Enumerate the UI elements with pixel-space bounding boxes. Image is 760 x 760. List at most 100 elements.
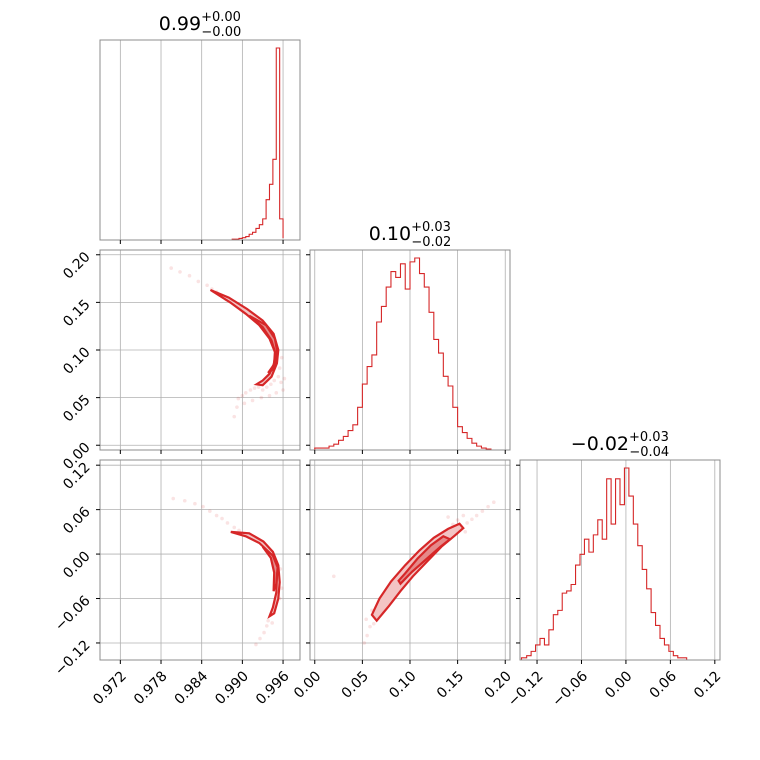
sample-point xyxy=(266,618,270,623)
sample-point xyxy=(276,374,281,379)
sample-point xyxy=(474,513,479,518)
sample-point xyxy=(463,530,468,534)
sample-point xyxy=(236,396,241,401)
title-value: 0.99 xyxy=(159,13,201,35)
title-value: −0.02 xyxy=(571,433,629,455)
histogram-param-3 xyxy=(520,467,718,661)
y-tick-label: 0.00 xyxy=(60,548,93,581)
sample-point xyxy=(201,504,205,509)
sample-point xyxy=(225,521,230,525)
title-lower-error: −0.04 xyxy=(629,445,669,460)
x-tick-label: −0.12 xyxy=(505,668,547,710)
sample-point xyxy=(465,521,469,525)
sample-point xyxy=(240,393,245,398)
param-title-1: 0.99+0.00 −0.00 xyxy=(159,10,242,40)
sample-point xyxy=(365,633,369,638)
x-tick-label: 0.10 xyxy=(386,668,419,701)
param-title-2: 0.10+0.03 −0.02 xyxy=(369,220,452,250)
axes-frame xyxy=(99,459,301,661)
x-tick-label: 0.984 xyxy=(172,668,212,708)
contour-outer xyxy=(230,530,281,620)
title-upper-error: +0.00 xyxy=(201,10,241,25)
sample-point xyxy=(260,388,265,392)
x-tick-label: 0.978 xyxy=(131,668,171,708)
y-tick-label: −0.06 xyxy=(52,593,94,635)
sample-point xyxy=(272,378,277,383)
sample-point xyxy=(264,385,269,389)
x-tick-label: 0.05 xyxy=(339,668,372,701)
contour-inner xyxy=(261,545,279,592)
y-tick-label: 0.05 xyxy=(60,392,93,425)
sample-point xyxy=(182,498,187,503)
frame-layer xyxy=(96,39,721,664)
sample-point xyxy=(208,509,212,513)
axes-frame xyxy=(519,459,721,661)
sample-point xyxy=(332,574,336,579)
sample-point xyxy=(368,624,372,629)
y-tick-label: 0.20 xyxy=(60,249,93,282)
data-layer xyxy=(106,47,718,661)
y-tick-label: 0.15 xyxy=(60,297,93,330)
sample-point xyxy=(480,509,485,513)
contour-inner xyxy=(397,535,453,586)
sample-point xyxy=(258,636,262,641)
sample-point xyxy=(282,376,287,381)
sample-point xyxy=(279,380,283,385)
sample-point xyxy=(237,528,241,533)
sample-point xyxy=(270,621,275,625)
x-tick-label: 0.00 xyxy=(291,668,324,701)
sample-point xyxy=(281,388,285,392)
sample-point xyxy=(250,398,255,403)
x-tick-label: 0.12 xyxy=(691,668,724,701)
x-tick-label: −0.06 xyxy=(549,668,591,710)
sample-point xyxy=(279,355,284,360)
y-tick-label: 0.06 xyxy=(60,504,93,537)
title-lower-error: −0.02 xyxy=(411,235,451,250)
sample-point xyxy=(461,513,466,518)
x-tick-label: 0.990 xyxy=(212,668,252,708)
x-tick-label: 0.996 xyxy=(253,668,293,708)
x-tick-label: 0.972 xyxy=(90,668,130,708)
sample-point xyxy=(232,525,237,530)
sample-point xyxy=(169,266,173,270)
sample-point xyxy=(205,283,209,288)
sample-point xyxy=(256,385,261,389)
y-tick-label: 0.10 xyxy=(60,344,93,377)
y-tick-label: −0.12 xyxy=(52,637,94,679)
sample-point xyxy=(486,504,490,509)
title-upper-error: +0.03 xyxy=(411,220,451,235)
param-title-3: −0.02+0.03 −0.04 xyxy=(571,430,669,460)
sample-point xyxy=(362,641,367,645)
sample-point xyxy=(279,586,284,590)
sample-point xyxy=(372,621,376,626)
sample-point xyxy=(193,501,197,506)
title-value: 0.10 xyxy=(369,223,411,245)
contour-outer xyxy=(209,288,280,387)
sample-point xyxy=(274,391,279,395)
title-lower-error: −0.00 xyxy=(201,25,241,40)
sample-point xyxy=(264,624,269,628)
sample-point xyxy=(235,405,239,409)
sample-point xyxy=(243,391,248,395)
sample-point xyxy=(248,388,253,392)
sample-point xyxy=(259,395,264,400)
x-tick-label: 0.00 xyxy=(602,668,635,701)
sample-point xyxy=(214,513,219,518)
contour-outer xyxy=(370,522,465,623)
sample-point xyxy=(242,401,247,406)
sample-point xyxy=(254,642,258,647)
sample-point xyxy=(196,279,201,284)
title-upper-error: +0.03 xyxy=(629,430,669,445)
x-tick-label: 0.06 xyxy=(647,668,680,701)
sample-point xyxy=(267,393,272,398)
sample-point xyxy=(364,617,368,622)
sample-point xyxy=(178,270,182,274)
sample-point xyxy=(220,516,224,521)
sample-point xyxy=(232,414,237,419)
sample-point xyxy=(171,496,176,501)
sample-point xyxy=(455,518,460,522)
sample-point xyxy=(262,630,266,635)
sample-point xyxy=(269,382,273,387)
sample-point xyxy=(252,386,257,390)
